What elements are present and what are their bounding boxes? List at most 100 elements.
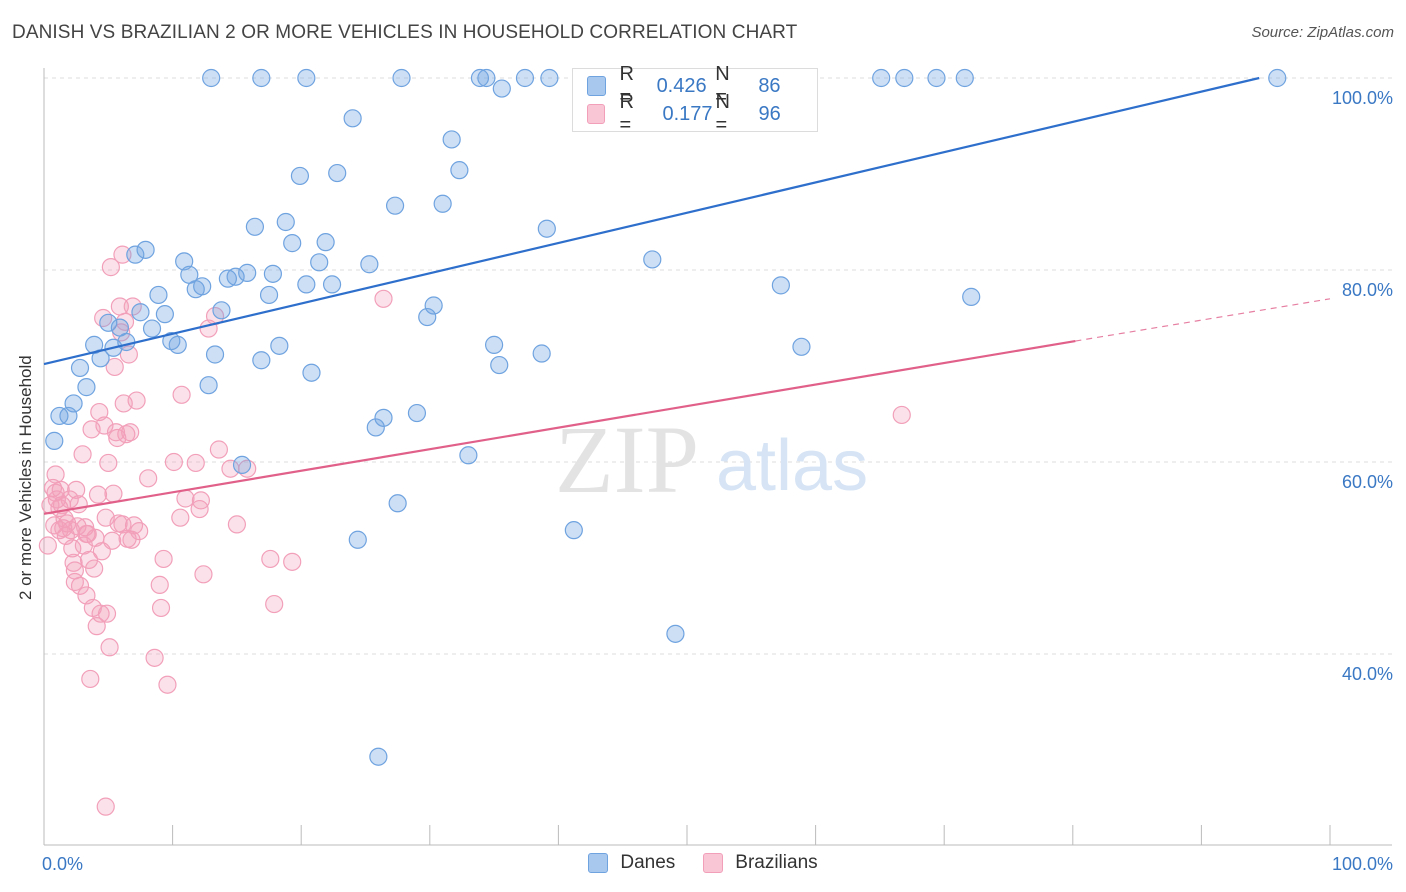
series-legend: Danes Brazilians bbox=[0, 852, 1406, 874]
y-tick-label: 40.0% bbox=[1342, 664, 1393, 684]
data-point bbox=[46, 483, 65, 502]
x-tick-label: 0.0% bbox=[42, 854, 83, 874]
data-point bbox=[892, 405, 911, 425]
data-point bbox=[283, 234, 302, 253]
legend-item-danes: Danes bbox=[588, 852, 675, 874]
data-point bbox=[100, 638, 119, 657]
data-point bbox=[67, 480, 86, 499]
danes-n-label: N = bbox=[715, 63, 730, 108]
legend-item-brazilians: Brazilians bbox=[703, 852, 818, 874]
data-point bbox=[101, 258, 120, 277]
data-point bbox=[64, 553, 83, 572]
chart-title: DANISH VS BRAZILIAN 2 OR MORE VEHICLES I… bbox=[12, 22, 798, 43]
trend-line bbox=[43, 339, 1076, 515]
data-point bbox=[88, 485, 108, 504]
data-point bbox=[433, 194, 452, 213]
data-point bbox=[95, 416, 114, 435]
y-tick-label: 80.0% bbox=[1342, 280, 1393, 300]
data-point bbox=[191, 491, 210, 510]
watermark: ZIP atlas bbox=[555, 406, 868, 513]
data-point bbox=[205, 345, 225, 364]
data-point bbox=[91, 604, 110, 623]
brazilians-r-value: 0.177 bbox=[662, 102, 713, 125]
brazilians-legend-label: Brazilians bbox=[735, 852, 818, 873]
danes-legend-swatch bbox=[588, 853, 609, 873]
data-point bbox=[265, 594, 284, 614]
data-point bbox=[227, 515, 246, 534]
data-point bbox=[186, 453, 205, 473]
data-point bbox=[322, 275, 342, 294]
data-point bbox=[172, 385, 191, 404]
data-point bbox=[297, 68, 316, 88]
data-point bbox=[283, 552, 302, 571]
data-point bbox=[771, 276, 790, 295]
series-danes bbox=[45, 68, 1287, 766]
data-point bbox=[962, 287, 981, 306]
data-point bbox=[69, 495, 88, 514]
brazilians-legend-swatch bbox=[703, 853, 724, 873]
data-point bbox=[81, 669, 100, 689]
data-point bbox=[105, 357, 124, 377]
data-point bbox=[485, 335, 504, 354]
data-point bbox=[328, 163, 347, 183]
data-point bbox=[261, 549, 280, 569]
brazilians-n-value: 96 bbox=[758, 102, 781, 125]
data-point bbox=[199, 376, 218, 395]
data-point bbox=[564, 521, 583, 540]
data-point bbox=[369, 747, 388, 766]
data-point bbox=[418, 307, 437, 327]
data-point bbox=[374, 408, 393, 427]
data-point bbox=[212, 301, 231, 320]
trend-line-extension bbox=[1075, 298, 1331, 342]
data-point bbox=[77, 524, 96, 544]
data-point bbox=[407, 403, 427, 423]
data-point bbox=[316, 233, 335, 252]
data-point bbox=[149, 285, 168, 305]
data-point bbox=[131, 303, 150, 322]
data-point bbox=[276, 212, 295, 232]
data-point bbox=[151, 598, 171, 618]
data-point bbox=[238, 263, 257, 282]
data-point bbox=[643, 250, 662, 269]
data-point bbox=[63, 539, 82, 558]
data-point bbox=[374, 289, 393, 308]
axes bbox=[43, 68, 1392, 846]
data-point bbox=[302, 363, 321, 382]
data-point bbox=[117, 332, 136, 352]
data-point bbox=[85, 559, 104, 578]
data-point bbox=[226, 267, 245, 286]
tick-labels: 40.0% 60.0% 80.0% 100.0% 0.0% 100.0% bbox=[42, 88, 1393, 874]
data-point bbox=[127, 391, 146, 410]
data-point bbox=[872, 68, 891, 88]
data-point bbox=[252, 68, 271, 88]
data-point bbox=[297, 275, 316, 294]
y-tick-label: 60.0% bbox=[1342, 472, 1393, 492]
data-point bbox=[171, 508, 190, 527]
data-point bbox=[245, 217, 265, 236]
data-point bbox=[360, 255, 379, 274]
data-point bbox=[113, 515, 132, 534]
data-point bbox=[537, 219, 556, 238]
data-point bbox=[424, 296, 443, 315]
data-point bbox=[97, 604, 117, 623]
data-point bbox=[136, 240, 155, 259]
data-point bbox=[392, 68, 411, 88]
data-point bbox=[259, 285, 279, 305]
source-label: Source: ZipAtlas.com bbox=[1251, 24, 1394, 41]
data-point bbox=[46, 465, 65, 484]
data-point bbox=[492, 79, 511, 98]
data-point bbox=[388, 494, 407, 513]
data-point bbox=[79, 550, 99, 570]
data-point bbox=[450, 161, 469, 180]
data-point bbox=[168, 335, 187, 354]
data-point bbox=[73, 445, 92, 464]
data-point bbox=[202, 68, 221, 88]
data-point bbox=[209, 440, 228, 459]
correlation-legend: R = 0.426 N = 86 R = 0.177 N = 96 bbox=[572, 63, 818, 136]
data-point bbox=[104, 484, 123, 503]
data-point bbox=[130, 522, 149, 541]
data-point bbox=[666, 624, 685, 643]
data-point bbox=[121, 423, 140, 442]
data-point bbox=[90, 402, 109, 422]
data-point bbox=[176, 489, 195, 508]
